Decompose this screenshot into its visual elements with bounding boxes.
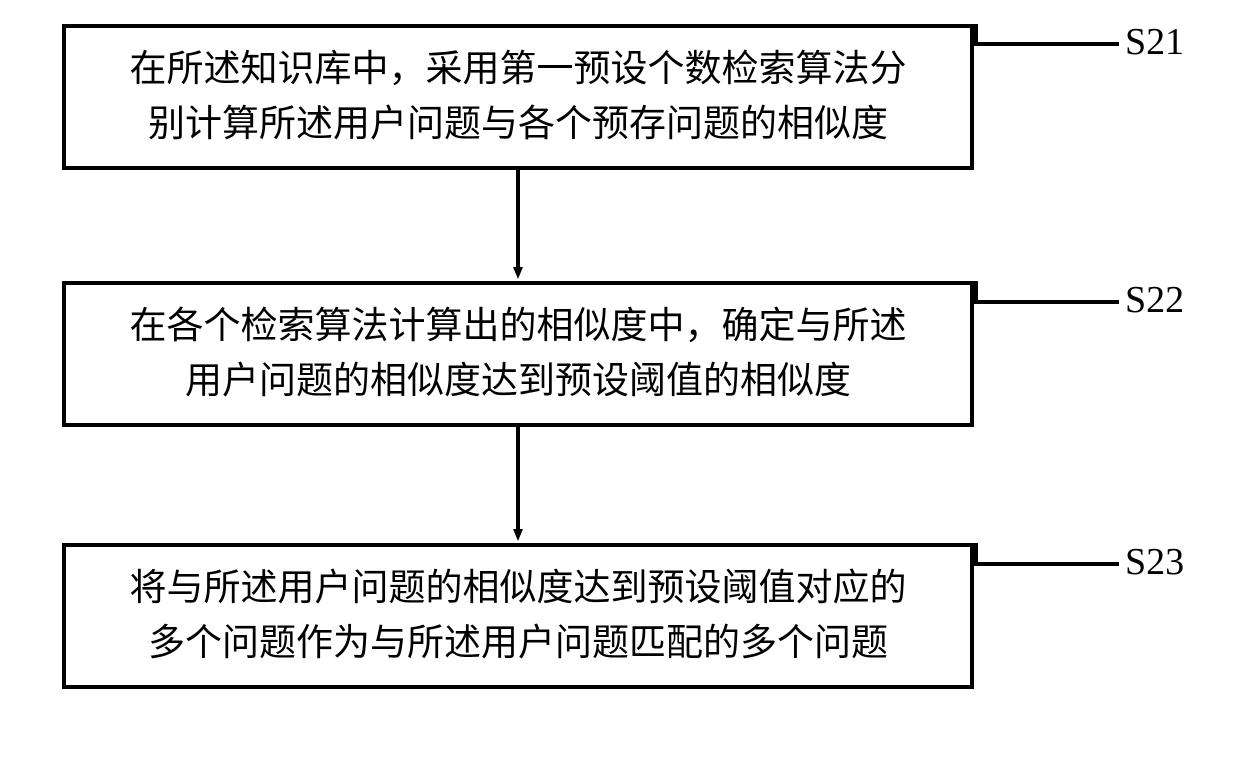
flow-node-s22: 在各个检索算法计算出的相似度中，确定与所述 用户问题的相似度达到预设阈值的相似度 [62, 281, 974, 427]
flow-node-s22-text: 在各个检索算法计算出的相似度中，确定与所述 用户问题的相似度达到预设阈值的相似度 [130, 299, 907, 410]
flow-node-s21-text: 在所述知识库中，采用第一预设个数检索算法分 别计算所述用户问题与各个预存问题的相… [130, 42, 907, 153]
flow-node-s21: 在所述知识库中，采用第一预设个数检索算法分 别计算所述用户问题与各个预存问题的相… [62, 24, 974, 170]
flowchart-canvas: 在所述知识库中，采用第一预设个数检索算法分 别计算所述用户问题与各个预存问题的相… [0, 0, 1240, 774]
step-label-s22: S22 [1125, 278, 1184, 322]
step-label-s23: S23 [1125, 540, 1184, 584]
step-label-s21: S21 [1125, 20, 1184, 64]
flow-node-s23-text: 将与所述用户问题的相似度达到预设阈值对应的 多个问题作为与所述用户问题匹配的多个… [130, 561, 907, 672]
flow-node-s23: 将与所述用户问题的相似度达到预设阈值对应的 多个问题作为与所述用户问题匹配的多个… [62, 543, 974, 689]
